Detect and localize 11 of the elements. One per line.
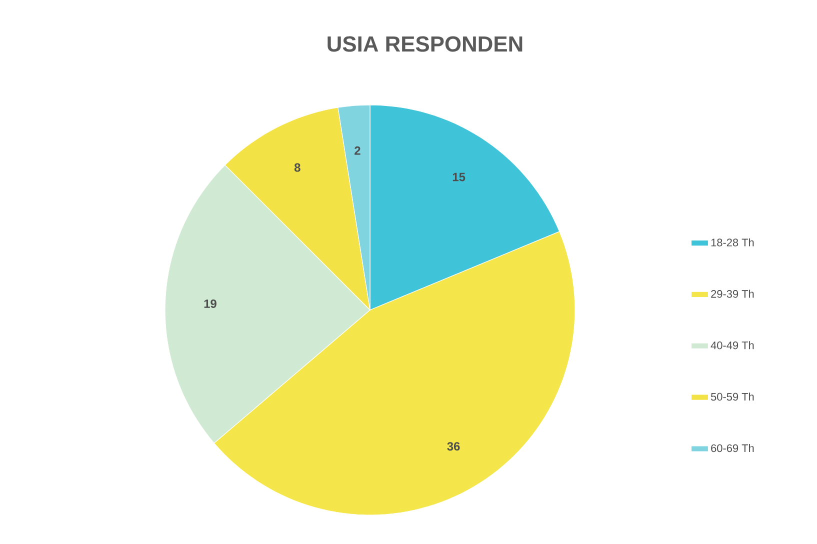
legend-label: 40-49 Th <box>710 341 754 350</box>
data-label: 2 <box>354 146 360 155</box>
data-label: 15 <box>452 172 466 182</box>
legend-label: 50-59 Th <box>710 392 754 401</box>
data-label: 19 <box>204 299 216 308</box>
legend-label: 18-28 Th <box>711 238 754 246</box>
legend-label: 29-39 Th <box>711 290 754 298</box>
data-label: 8 <box>294 163 300 172</box>
data-label: 36 <box>447 442 460 451</box>
chart-title: USIA RESPONDEN <box>328 36 522 52</box>
legend-label: 60-69 Th <box>711 444 754 452</box>
